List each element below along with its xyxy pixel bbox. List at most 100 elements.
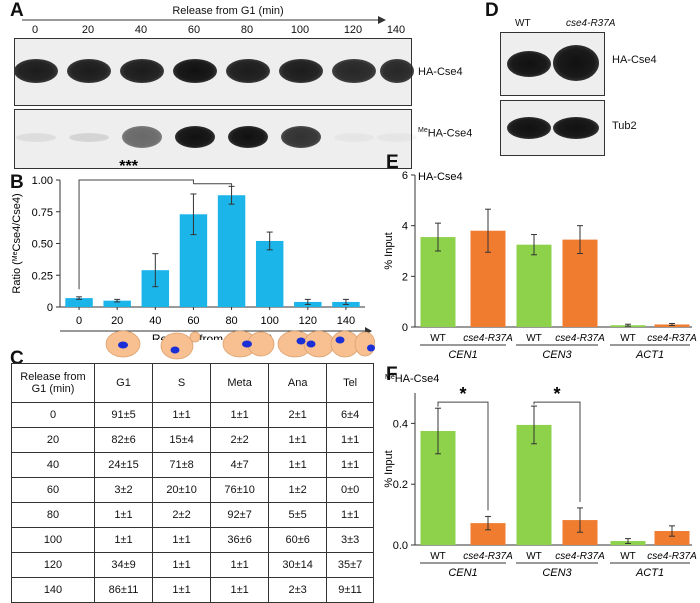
chart-f: 0.0 0.2 0.4 % Input WT cse4-R37A WT cse4-R37A WT…: [383, 373, 697, 579]
x-tick-label: cse4-R37A: [647, 551, 697, 562]
blot-d-ha-cse4: [500, 32, 605, 96]
y-tick-label: 0: [402, 322, 408, 334]
bar: [255, 240, 284, 307]
cell-ana-icon: [277, 330, 335, 358]
timepoint-label: 20: [81, 24, 95, 36]
bar: [516, 424, 552, 545]
x-tick-label: 120: [299, 315, 317, 327]
table-cell: 1±1: [93, 527, 154, 553]
x-tick-label: cse4-R37A: [463, 333, 513, 344]
y-tick-label: 0: [47, 302, 53, 314]
table-cell: 20: [11, 427, 95, 453]
band-top: [380, 59, 414, 83]
x-tick-label: 60: [187, 315, 199, 327]
table-cell: 0±0: [326, 477, 374, 503]
timepoint-label: 40: [134, 24, 148, 36]
table-cell: 40: [11, 452, 95, 478]
table-cell: 20±10: [152, 477, 212, 503]
significance-bracket: [437, 401, 489, 511]
x-tick-label: 40: [149, 315, 161, 327]
table-cell: 24±15: [93, 452, 154, 478]
y-tick-label: 1.00: [32, 175, 53, 187]
table-cell: 1±1: [152, 577, 212, 603]
panel-a-arrow: [22, 16, 386, 24]
table-row: 100 1±1 1±1 36±6 60±6 3±3: [11, 527, 374, 553]
y-tick-label: 0.25: [32, 270, 53, 282]
table-cell: 35±7: [326, 552, 374, 578]
significance-bracket: [193, 183, 233, 187]
cell-meta-icon: [222, 330, 275, 358]
panel-label-d: D: [485, 0, 499, 21]
y-axis-label: Ratio (MeCse4/Cse4): [11, 193, 23, 293]
band-bottom: [69, 133, 109, 142]
band-bottom: [228, 126, 268, 148]
table-cell: 1±1: [152, 402, 212, 428]
band-top: [120, 59, 164, 83]
panel-label-f: F: [386, 364, 398, 385]
band-bottom: [334, 133, 374, 142]
table-cell: 76±10: [210, 477, 270, 503]
table-cell: 92±7: [210, 502, 270, 528]
band-bottom: [175, 126, 215, 148]
table-cell: 2±1: [268, 402, 328, 428]
table-row: 140 86±11 1±1 1±1 2±3 9±11: [11, 577, 374, 603]
panel-label-b: B: [10, 172, 24, 193]
table-row: 20 82±6 15±4 2±2 1±1 1±1: [11, 427, 374, 453]
table-cell: 36±6: [210, 527, 270, 553]
x-tick-label: WT: [430, 333, 446, 344]
band-top: [279, 59, 323, 83]
table-cell: 82±6: [93, 427, 154, 453]
table-cell: 1±1: [152, 552, 212, 578]
table-cell: 1±1: [152, 527, 212, 553]
panel-label-e: E: [386, 152, 399, 173]
table-cell: 30±14: [268, 552, 328, 578]
table-cell: 1±1: [210, 402, 270, 428]
x-tick-label: 80: [225, 315, 237, 327]
table-cell: 15±4: [152, 427, 212, 453]
table-row: 120 34±9 1±1 1±1 30±14 35±7: [11, 552, 374, 578]
blot-me-ha-cse4: [14, 109, 417, 169]
group-label: CEN3: [542, 349, 572, 360]
cell-cycle-illustrations: [105, 330, 375, 360]
bar: [65, 298, 93, 307]
x-tick-label: 20: [111, 315, 123, 327]
table-cell: 140: [11, 577, 95, 603]
table-cell: 100: [11, 527, 95, 553]
y-tick-label: 2: [402, 271, 408, 283]
x-tick-label: cse4-R37A: [555, 333, 605, 344]
table-cell: 3±3: [326, 527, 374, 553]
table-cell: 9±11: [326, 577, 374, 603]
band-bottom: [16, 133, 56, 142]
table-cell: 1±1: [210, 577, 270, 603]
table-cell: 60±6: [268, 527, 328, 553]
table-cell: 2±2: [210, 427, 270, 453]
bar: [562, 239, 598, 327]
table-header-cell: Tel: [326, 363, 374, 403]
x-tick-label: cse4-R37A: [555, 551, 605, 562]
band-top: [332, 59, 376, 83]
y-tick-label: 0.0: [393, 540, 408, 552]
table-cell: 2±3: [268, 577, 328, 603]
table-header-cell: Ana: [268, 363, 328, 403]
bar: [103, 300, 131, 307]
table-cell: 3±2: [93, 477, 154, 503]
chart-title: MeHA-Cse4: [385, 373, 439, 385]
significance-bracket: [78, 179, 194, 290]
table-header-cell: G1: [93, 363, 154, 403]
bar: [217, 195, 246, 307]
table-cell: 1±1: [268, 427, 328, 453]
x-tick-label: 100: [261, 315, 279, 327]
timepoint-label: 80: [240, 24, 254, 36]
x-tick-label: WT: [526, 333, 542, 344]
y-axis-label: % Input: [383, 232, 395, 269]
table-cell: 2±2: [152, 502, 212, 528]
table-cell: 80: [11, 502, 95, 528]
table-cell: 1±1: [326, 427, 374, 453]
blot-ha-cse4: [14, 38, 414, 106]
table-cell: 6±4: [326, 402, 374, 428]
cell-tel-icon: [330, 330, 375, 358]
blot-me-ha-cse4-label: MeHA-Cse4: [418, 127, 473, 140]
table-cell: 1±2: [268, 477, 328, 503]
table-cell: 4±7: [210, 452, 270, 478]
band-bottom: [377, 133, 417, 142]
